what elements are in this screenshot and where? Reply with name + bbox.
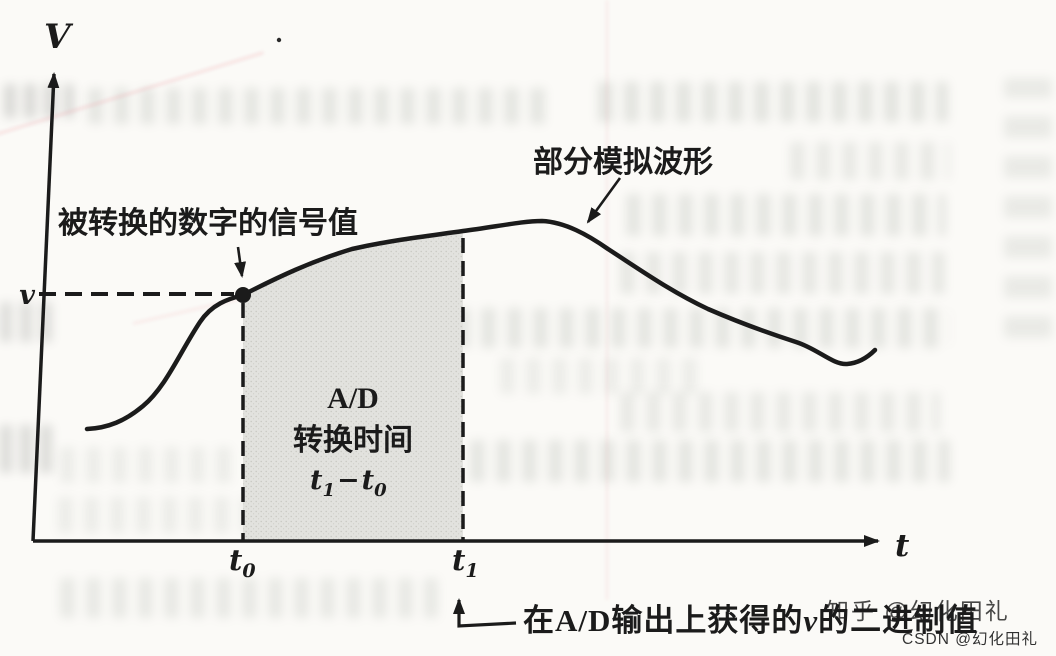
conversion-region-shade	[243, 231, 463, 540]
bleed-through-artifact	[620, 252, 945, 294]
bleed-through-artifact	[88, 88, 550, 124]
v-value-label: v	[19, 280, 35, 311]
bleed-through-artifact	[790, 142, 950, 180]
csdn-watermark: CSDN @幻化田礼	[902, 630, 1038, 648]
output-note-connector	[453, 598, 517, 628]
ink-speck	[276, 37, 282, 43]
waveform-annotation: 部分模拟波形	[533, 145, 713, 179]
waveform-arrow	[586, 177, 622, 224]
conversion-time-line2: 转换时间	[293, 424, 413, 457]
conversion-time-line1: A/D	[327, 382, 379, 415]
y-axis	[31, 72, 60, 542]
bleed-through-artifact	[598, 82, 948, 122]
bleed-through-artifact	[1004, 78, 1052, 338]
bleed-through-artifact	[4, 84, 74, 118]
bleed-through-artifact	[470, 440, 950, 482]
scan-streak	[606, 0, 608, 600]
bleed-through-artifact	[626, 194, 946, 236]
signal-value-annotation: 被转换的数字的信号值	[58, 206, 358, 240]
signal-value-arrow	[234, 246, 247, 278]
analog-curve	[84, 218, 878, 432]
x-axis-label: t	[895, 528, 910, 564]
output-note: 在A/D输出上获得的v的二进制值	[523, 603, 978, 638]
bleed-through-artifact	[455, 308, 950, 348]
sample-point	[235, 287, 251, 303]
bleed-through-artifact	[620, 392, 940, 432]
bleed-through-artifact	[0, 425, 54, 473]
bleed-through-artifact	[60, 447, 240, 483]
t0-label: t0	[229, 543, 256, 582]
bleed-through-artifact	[500, 358, 700, 394]
t1-label: t1	[452, 543, 479, 582]
zhihu-watermark: 知乎 @幻化田礼	[826, 598, 1010, 624]
y-axis-label: V	[44, 17, 74, 57]
conversion-time-formula: t1−t0	[310, 465, 387, 501]
bleed-through-artifact	[60, 578, 438, 618]
